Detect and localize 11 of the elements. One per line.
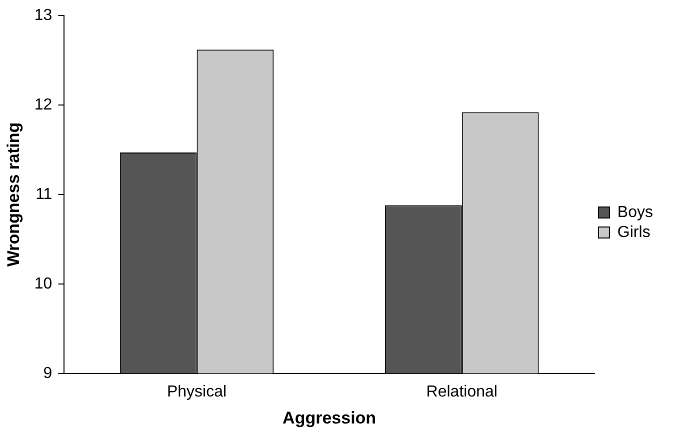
y-axis-title: Wrongness rating [4,122,23,267]
y-tick-label: 10 [34,275,52,292]
y-tick-label: 13 [34,7,52,24]
legend-label: Boys [617,204,654,221]
legend-label: Girls [617,224,650,241]
x-tick-label: Physical [166,383,227,400]
y-tick-label: 12 [34,96,52,114]
x-tick-label: Relational [426,383,498,400]
y-tick-label: 9 [43,364,52,382]
y-tick-label: 11 [36,186,52,203]
x-axis-title: Aggression [282,408,376,428]
